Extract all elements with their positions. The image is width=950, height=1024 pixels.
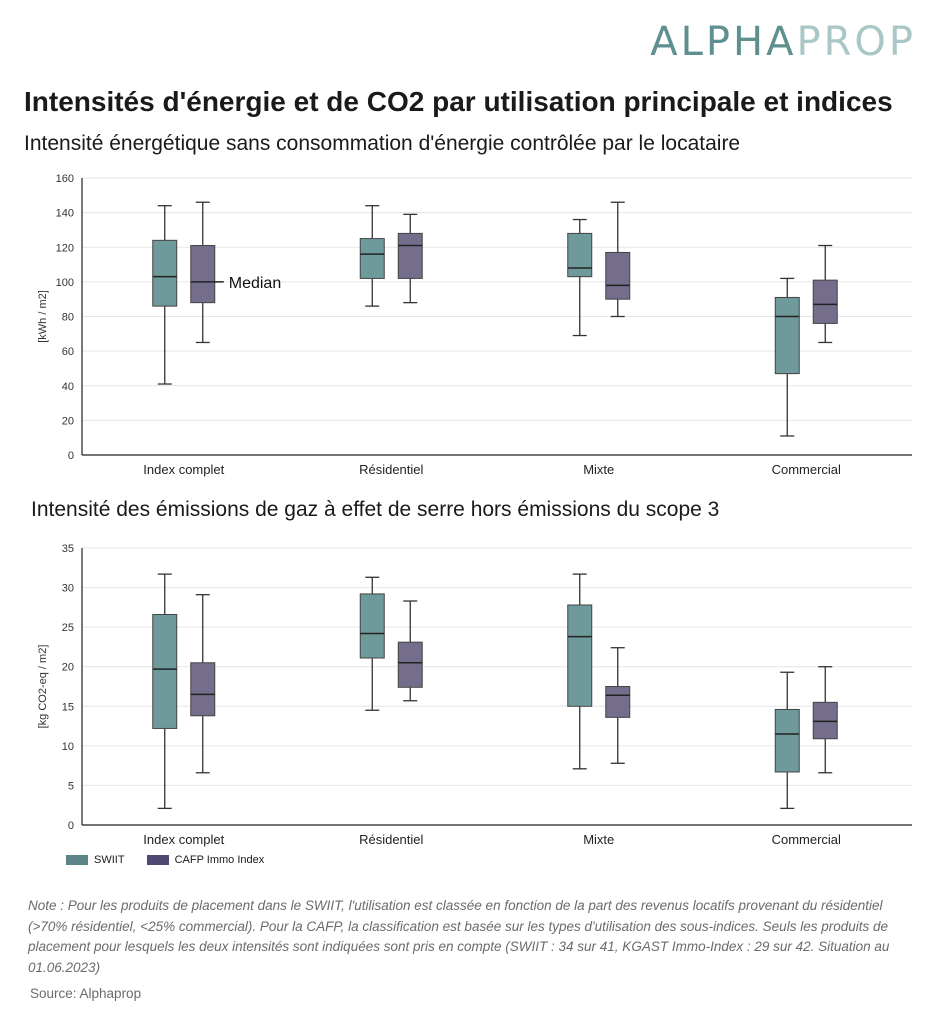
y-tick-label: 80 (62, 312, 74, 324)
x-tick-label: Résidentiel (359, 462, 423, 477)
alphaprop-logo: ALPHAPROP (650, 20, 916, 64)
box-iqr (359, 238, 385, 279)
box-swiit (152, 205, 178, 385)
legend-item-swiit: SWIIT (66, 854, 125, 866)
box-cafp (397, 600, 423, 702)
box-cafp (812, 666, 838, 774)
y-tick-label: 20 (62, 662, 74, 674)
energy-intensity-boxplot: 0 20 40 60 80 100 120 140 160 [kWh / m2] Index com… (37, 173, 912, 477)
y-tick-label: 160 (56, 173, 74, 185)
box-cafp (190, 201, 216, 344)
x-tick-label: Index complet (143, 462, 224, 477)
logo-part-1: ALPHA (650, 19, 797, 65)
legend-item-cafp: CAFP Immo Index (146, 854, 265, 866)
legend-swatch-cafp (146, 855, 169, 865)
box-iqr (152, 239, 178, 307)
x-tick-label: Résidentiel (359, 832, 423, 847)
y-tick-label: 15 (62, 701, 74, 713)
y-tick-label: 35 (62, 543, 74, 555)
box-swiit (567, 218, 593, 337)
box-swiit (359, 576, 385, 711)
box-cafp (812, 244, 838, 344)
box-iqr (567, 232, 593, 278)
box-swiit (774, 277, 800, 437)
x-tick-label: Mixte (583, 462, 614, 477)
y-tick-label: 5 (68, 780, 74, 792)
legend: SWIIT CAFP Immo Index (66, 854, 264, 866)
chart-1-title: Intensité énergétique sans consommation … (24, 132, 741, 155)
x-tick-label: Index complet (143, 832, 224, 847)
box-swiit (774, 671, 800, 810)
box-iqr (567, 604, 593, 707)
y-tick-label: 30 (62, 583, 74, 595)
legend-label-cafp: CAFP Immo Index (174, 854, 265, 866)
box-iqr (190, 245, 216, 304)
ghg-intensity-boxplot: 0 5 10 15 20 25 30 35 [kg CO2-eq / m2] Index comp… (37, 543, 912, 847)
y-tick-label: 10 (62, 741, 74, 753)
y-tick-label: 140 (56, 208, 74, 220)
box-cafp (605, 647, 631, 764)
box-iqr (359, 593, 385, 659)
box-iqr (190, 662, 216, 717)
box-swiit (152, 573, 178, 810)
box-iqr (774, 296, 800, 375)
y-axis-label: [kg CO2-eq / m2] (37, 645, 49, 729)
box-cafp (190, 594, 216, 774)
box-swiit (359, 205, 385, 307)
box-swiit (567, 573, 593, 770)
x-tick-label: Mixte (583, 832, 614, 847)
x-tick-label: Commercial (772, 832, 841, 847)
box-iqr (397, 641, 423, 688)
box-iqr (774, 708, 800, 773)
y-tick-label: 0 (68, 450, 74, 462)
y-tick-label: 120 (56, 242, 74, 254)
median-annotation: Median (229, 275, 281, 292)
y-tick-label: 25 (62, 622, 74, 634)
legend-label-swiit: SWIIT (94, 854, 125, 866)
page-title: Intensités d'énergie et de CO2 par utili… (24, 86, 893, 117)
logo-part-2: PROP (796, 19, 916, 65)
footnote: Note : Pour les produits de placement da… (28, 898, 890, 975)
y-axis-label: [kWh / m2] (37, 290, 49, 343)
box-cafp (605, 201, 631, 318)
y-tick-label: 100 (56, 277, 74, 289)
box-iqr (812, 279, 838, 324)
box-iqr (397, 232, 423, 279)
box-iqr (152, 613, 178, 729)
legend-swatch-swiit (66, 855, 88, 865)
y-tick-label: 60 (62, 346, 74, 358)
chart-2-title: Intensité des émissions de gaz à effet d… (31, 498, 720, 521)
box-iqr (812, 701, 838, 740)
box-iqr (605, 251, 631, 300)
box-iqr (605, 686, 631, 718)
box-cafp (397, 213, 423, 304)
source-credit: Source: Alphaprop (30, 986, 142, 1001)
x-tick-label: Commercial (772, 462, 841, 477)
y-tick-label: 20 (62, 415, 74, 427)
y-tick-label: 0 (68, 820, 74, 832)
y-tick-label: 40 (62, 381, 74, 393)
